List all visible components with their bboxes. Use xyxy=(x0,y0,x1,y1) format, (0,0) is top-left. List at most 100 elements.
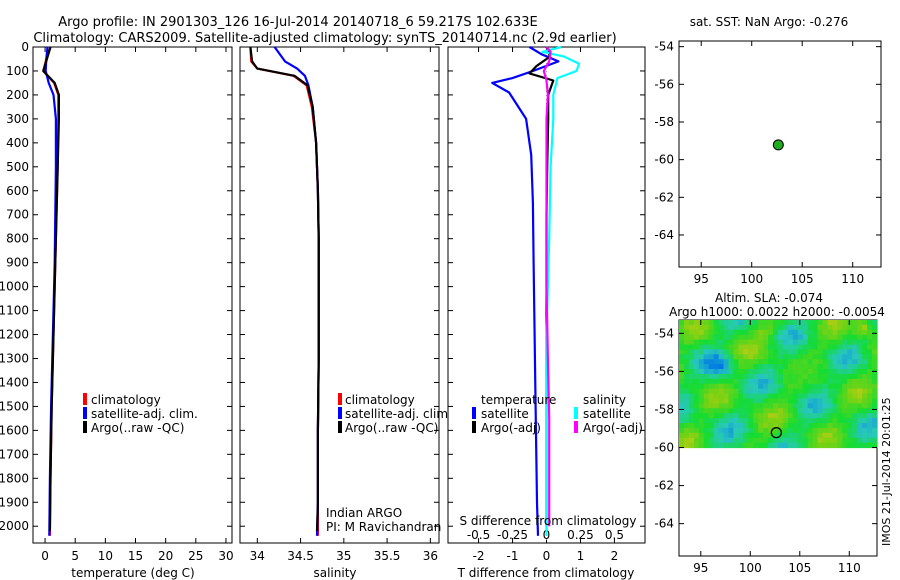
sla-cell xyxy=(782,408,789,414)
sla-cell xyxy=(782,339,789,346)
sla-cell xyxy=(837,349,843,355)
sla-cell xyxy=(743,408,749,414)
sla-cell xyxy=(713,344,720,351)
sla-cell xyxy=(738,364,744,370)
sla-cell xyxy=(738,388,744,395)
sla-cell xyxy=(867,427,873,434)
sla-cell xyxy=(753,432,759,439)
sla-cell xyxy=(733,364,739,370)
lon-tick-label: 110 xyxy=(838,561,861,575)
sla-map-panel: Altim. SLA: -0.074 Argo h1000: 0.0022 h2… xyxy=(654,291,885,575)
lon-tick-label: 105 xyxy=(791,272,814,286)
sla-cell xyxy=(723,364,730,370)
sla-cell xyxy=(693,354,700,360)
sla-cell xyxy=(703,398,710,404)
sla-cell xyxy=(817,339,824,346)
sla-cell xyxy=(679,373,685,380)
depth-tick-label: 200 xyxy=(6,88,29,102)
sla-cell xyxy=(748,378,754,385)
x-tick-label: 30 xyxy=(218,549,233,563)
sla-cell xyxy=(782,432,789,439)
sla-cell xyxy=(693,324,700,331)
sla-cell xyxy=(723,427,730,434)
sla-cell xyxy=(867,373,873,380)
sla-cell xyxy=(857,320,863,326)
sla-cell xyxy=(718,388,725,395)
sla-cell xyxy=(743,427,749,434)
sla-cell xyxy=(693,432,700,439)
sla-cell xyxy=(743,364,749,370)
sla-cell xyxy=(748,383,754,390)
sla-cell xyxy=(792,422,799,429)
sla-cell xyxy=(847,349,853,355)
sla-cell xyxy=(728,364,735,370)
sla-cell xyxy=(807,432,814,439)
sla-cell xyxy=(758,373,764,380)
sla-cell xyxy=(872,413,878,419)
sla-cell xyxy=(817,344,824,351)
sla-cell xyxy=(718,437,725,444)
sla-cell xyxy=(703,432,710,439)
sla-cell xyxy=(693,349,700,355)
sla-cell xyxy=(708,442,715,449)
sla-cell xyxy=(867,403,873,409)
x-tick-label: 35 xyxy=(336,549,351,563)
sla-cell xyxy=(837,320,843,326)
sla-cell xyxy=(778,418,784,424)
x-tick-label: -2 xyxy=(473,549,485,563)
sla-cell xyxy=(817,334,824,341)
sla-cell xyxy=(688,378,695,385)
lat-tick-label: -54 xyxy=(654,326,674,340)
sla-cell xyxy=(708,359,715,365)
sla-cell xyxy=(743,344,749,351)
sla-cell xyxy=(812,344,819,351)
sla-cell xyxy=(703,383,710,390)
sla-cell xyxy=(822,442,829,449)
sla-cell xyxy=(852,329,858,336)
sla-cell xyxy=(778,403,784,409)
sla-cell xyxy=(807,413,814,419)
sla-cell xyxy=(768,378,774,385)
sla-cell xyxy=(698,393,705,400)
sla-cell xyxy=(679,408,685,414)
sla-cell xyxy=(738,437,744,444)
sla-cell xyxy=(802,383,809,390)
sla-cell xyxy=(802,388,809,395)
sla-cell xyxy=(857,373,863,380)
sla-cell xyxy=(773,383,779,390)
imos-timestamp-stamp: IMOS 21-Jul-2014 20:01:25 xyxy=(880,397,893,546)
sla-cell xyxy=(773,364,779,370)
sla-cell xyxy=(802,403,809,409)
temperature-xlabel: temperature (deg C) xyxy=(71,566,194,580)
sla-cell xyxy=(768,354,774,360)
temperature-axes-frame xyxy=(32,46,233,544)
sla-cell xyxy=(713,369,720,375)
sla-cell xyxy=(778,408,784,414)
lat-tick-label: -62 xyxy=(654,479,674,493)
sla-cell xyxy=(758,398,764,404)
sla-cell xyxy=(837,344,843,351)
sla-cell xyxy=(753,393,759,400)
sla-cell xyxy=(857,369,863,375)
sla-cell xyxy=(688,344,695,351)
sla-cell xyxy=(718,442,725,449)
sla-cell xyxy=(693,373,700,380)
lat-tick-label: -56 xyxy=(654,77,674,91)
sla-cell xyxy=(837,418,843,424)
sla-cell xyxy=(688,413,695,419)
sla-cell xyxy=(753,442,759,449)
sla-cell xyxy=(827,413,834,419)
sla-cell xyxy=(857,437,863,444)
sla-cell xyxy=(683,324,690,331)
sla-cell xyxy=(867,408,873,414)
sla-cell xyxy=(857,388,863,395)
sla-cell xyxy=(748,432,754,439)
sla-cell xyxy=(703,422,710,429)
sla-cell xyxy=(679,403,685,409)
sla-cell xyxy=(797,364,804,370)
sla-cell xyxy=(842,373,848,380)
sla-cell xyxy=(773,403,779,409)
sla-cell xyxy=(782,418,789,424)
sla-cell xyxy=(842,339,848,346)
sla-cell xyxy=(733,349,739,355)
